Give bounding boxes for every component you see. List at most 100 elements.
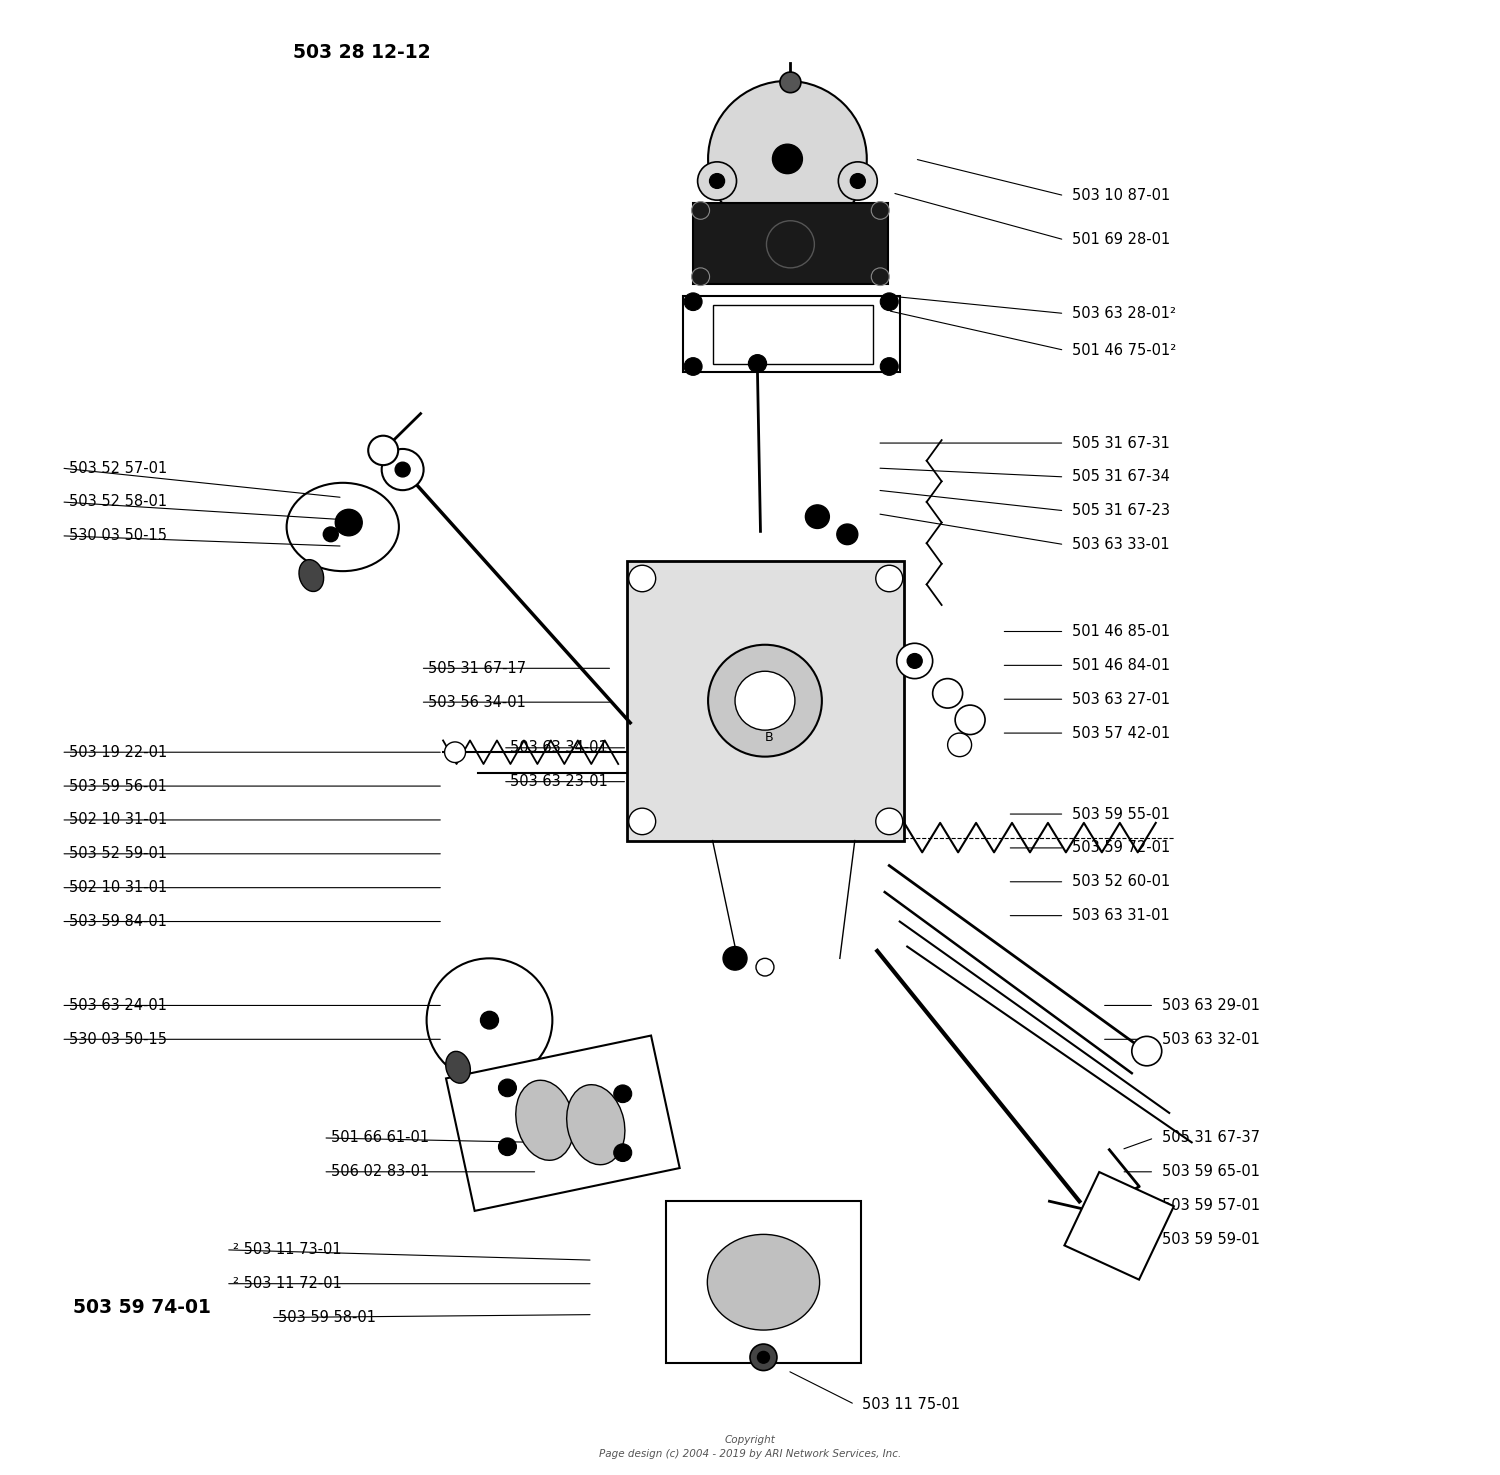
Bar bbox=[627, 560, 904, 841]
Circle shape bbox=[871, 202, 889, 220]
Circle shape bbox=[368, 435, 398, 465]
Text: 505 31 67-31: 505 31 67-31 bbox=[1072, 435, 1170, 450]
Text: 503 11 75-01: 503 11 75-01 bbox=[862, 1397, 960, 1412]
Text: 503 63 23-01: 503 63 23-01 bbox=[510, 774, 609, 789]
Text: 501 46 75-01²: 501 46 75-01² bbox=[1072, 342, 1176, 358]
Text: 503 63 31-01: 503 63 31-01 bbox=[1072, 909, 1170, 923]
Text: 506 02 83-01: 506 02 83-01 bbox=[332, 1164, 429, 1180]
Text: 503 56 34-01: 503 56 34-01 bbox=[427, 695, 526, 709]
Circle shape bbox=[336, 509, 362, 535]
Text: 505 31 67-37: 505 31 67-37 bbox=[1161, 1130, 1260, 1146]
Text: 503 28 12-12: 503 28 12-12 bbox=[294, 43, 430, 62]
Circle shape bbox=[880, 294, 898, 311]
Circle shape bbox=[876, 565, 903, 591]
Circle shape bbox=[684, 357, 702, 375]
Ellipse shape bbox=[298, 559, 324, 591]
Circle shape bbox=[948, 733, 972, 757]
Text: 505 31 67-23: 505 31 67-23 bbox=[1072, 503, 1170, 518]
Circle shape bbox=[708, 645, 822, 757]
Text: 503 57 42-01: 503 57 42-01 bbox=[1072, 726, 1170, 740]
Ellipse shape bbox=[567, 1084, 626, 1165]
Text: 505 31 67-34: 505 31 67-34 bbox=[1072, 469, 1170, 484]
Circle shape bbox=[324, 527, 339, 541]
Ellipse shape bbox=[708, 1235, 819, 1330]
Circle shape bbox=[710, 174, 724, 189]
Circle shape bbox=[498, 1137, 516, 1155]
Circle shape bbox=[933, 678, 963, 708]
Text: 501 66 61-01: 501 66 61-01 bbox=[332, 1130, 429, 1146]
Circle shape bbox=[837, 524, 858, 544]
Circle shape bbox=[394, 462, 410, 476]
Text: 530 03 50-15: 530 03 50-15 bbox=[69, 1032, 166, 1047]
Text: 503 19 22-01: 503 19 22-01 bbox=[69, 745, 166, 760]
Text: 503 52 59-01: 503 52 59-01 bbox=[69, 847, 166, 861]
Circle shape bbox=[772, 145, 802, 174]
Circle shape bbox=[381, 448, 423, 490]
Text: 530 03 50-15: 530 03 50-15 bbox=[69, 528, 166, 543]
Text: 503 63 24-01: 503 63 24-01 bbox=[69, 999, 166, 1013]
Text: 503 52 58-01: 503 52 58-01 bbox=[69, 494, 166, 509]
Text: 503 52 57-01: 503 52 57-01 bbox=[69, 460, 166, 475]
Circle shape bbox=[426, 959, 552, 1083]
Bar bbox=[693, 204, 888, 285]
Circle shape bbox=[750, 1344, 777, 1370]
Circle shape bbox=[876, 808, 903, 835]
Text: 503 59 65-01: 503 59 65-01 bbox=[1161, 1164, 1260, 1180]
Circle shape bbox=[897, 643, 933, 678]
Text: 503 63 32-01: 503 63 32-01 bbox=[1161, 1032, 1260, 1047]
Text: 503 63 27-01: 503 63 27-01 bbox=[1072, 692, 1170, 707]
Circle shape bbox=[628, 808, 656, 835]
Text: 503 59 56-01: 503 59 56-01 bbox=[69, 779, 166, 794]
Text: 503 59 58-01: 503 59 58-01 bbox=[279, 1310, 376, 1325]
Bar bbox=[446, 1035, 680, 1211]
Circle shape bbox=[614, 1086, 632, 1103]
Text: 501 46 85-01: 501 46 85-01 bbox=[1072, 624, 1170, 639]
Circle shape bbox=[880, 357, 898, 375]
Circle shape bbox=[692, 268, 709, 286]
Circle shape bbox=[698, 162, 736, 201]
Text: 501 46 84-01: 501 46 84-01 bbox=[1072, 658, 1170, 673]
Circle shape bbox=[684, 294, 702, 311]
Text: 503 63 33-01: 503 63 33-01 bbox=[1072, 537, 1170, 552]
Circle shape bbox=[614, 1143, 632, 1161]
Circle shape bbox=[748, 354, 766, 372]
Text: ² 503 11 72-01: ² 503 11 72-01 bbox=[234, 1276, 342, 1291]
Text: 503 63 34-01: 503 63 34-01 bbox=[510, 740, 608, 755]
Text: 503 63 28-01²: 503 63 28-01² bbox=[1072, 305, 1176, 322]
Circle shape bbox=[480, 1012, 498, 1030]
Circle shape bbox=[806, 504, 830, 528]
Bar bbox=[712, 305, 873, 363]
Circle shape bbox=[723, 947, 747, 971]
Bar bbox=[666, 1201, 861, 1363]
Circle shape bbox=[839, 162, 878, 201]
Text: 503 59 59-01: 503 59 59-01 bbox=[1161, 1232, 1260, 1246]
Text: 503 59 72-01: 503 59 72-01 bbox=[1072, 841, 1170, 855]
Text: 503 59 74-01: 503 59 74-01 bbox=[74, 1298, 211, 1317]
Text: 503 10 87-01: 503 10 87-01 bbox=[1072, 189, 1170, 204]
Circle shape bbox=[871, 268, 889, 286]
Text: 505 31 67-17: 505 31 67-17 bbox=[427, 661, 526, 676]
Text: ² 503 11 73-01: ² 503 11 73-01 bbox=[234, 1242, 342, 1257]
Bar bbox=[682, 296, 900, 372]
Circle shape bbox=[956, 705, 986, 735]
Text: 503 52 60-01: 503 52 60-01 bbox=[1072, 875, 1170, 889]
Bar bbox=[1065, 1173, 1174, 1280]
Circle shape bbox=[498, 1080, 516, 1097]
Text: 503 59 55-01: 503 59 55-01 bbox=[1072, 807, 1170, 822]
Circle shape bbox=[1132, 1037, 1161, 1066]
Circle shape bbox=[628, 565, 656, 591]
Ellipse shape bbox=[516, 1080, 574, 1161]
Circle shape bbox=[735, 671, 795, 730]
Circle shape bbox=[756, 959, 774, 976]
Circle shape bbox=[444, 742, 465, 763]
Text: 503 59 57-01: 503 59 57-01 bbox=[1161, 1198, 1260, 1212]
Ellipse shape bbox=[446, 1052, 471, 1083]
Circle shape bbox=[780, 72, 801, 93]
Circle shape bbox=[708, 81, 867, 237]
Circle shape bbox=[758, 1351, 770, 1363]
Text: 501 69 28-01: 501 69 28-01 bbox=[1072, 233, 1170, 248]
Text: 503 59 84-01: 503 59 84-01 bbox=[69, 914, 166, 929]
Circle shape bbox=[692, 202, 709, 220]
Text: 502 10 31-01: 502 10 31-01 bbox=[69, 881, 166, 895]
Text: B: B bbox=[765, 732, 774, 743]
